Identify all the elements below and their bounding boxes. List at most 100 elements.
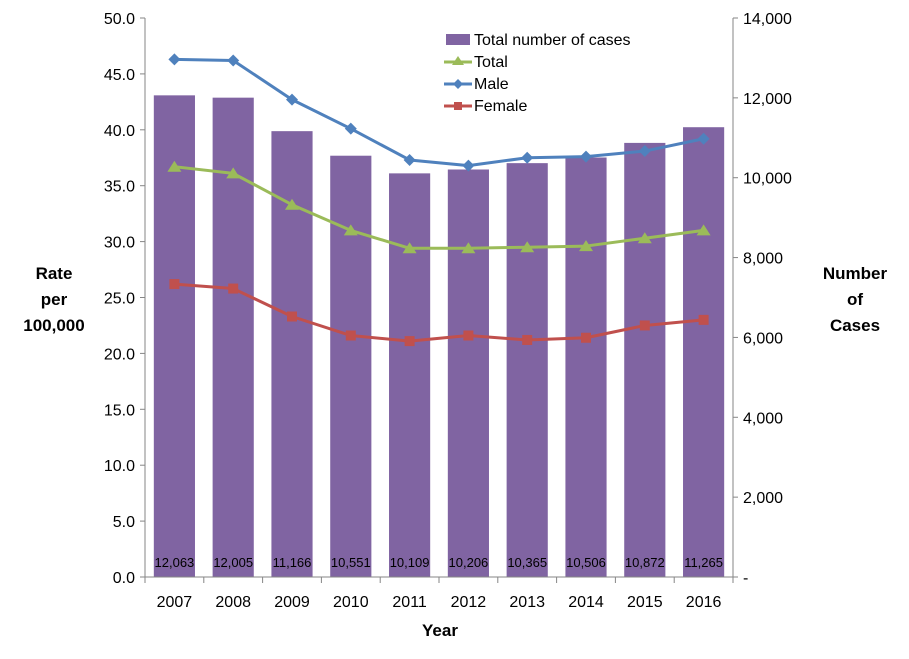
bar-data-label-2016: 11,265: [684, 555, 723, 570]
y-axis-right-title-line-2: of: [847, 290, 863, 309]
bar-data-label-2012: 10,206: [449, 555, 489, 570]
bar-2015: [624, 142, 666, 577]
marker-male-2014: [580, 150, 592, 163]
legend-triangle-icon: [452, 56, 464, 65]
x-tick-label-2009: 2009: [274, 594, 310, 611]
legend-diamond-icon: [453, 79, 463, 89]
bar-2011: [389, 173, 431, 578]
marker-female-2009: [287, 311, 297, 322]
bar-data-label-2014: 10,506: [566, 555, 606, 570]
bar-2016: [683, 127, 725, 577]
marker-total-2016: [696, 224, 711, 236]
line-male: [174, 57, 704, 168]
legend-item-total: Total: [444, 54, 508, 71]
marker-male-2016: [697, 132, 710, 145]
y-left-tick-label: 35.0: [104, 179, 135, 196]
marker-total-2011: [402, 242, 417, 254]
y-right-tick-label: 2,000: [743, 490, 783, 507]
x-axis-title: Year: [422, 621, 458, 640]
axes-layer: [140, 17, 738, 583]
marker-female-2013: [522, 334, 533, 345]
y-right-tick-label: 6,000: [743, 330, 783, 347]
y-right-tick-label: 12,000: [743, 91, 792, 108]
y-axis-left-title-line-3: 100,000: [23, 316, 84, 335]
bar-2014: [565, 157, 607, 577]
y-axis-right-title-line-1: Number: [823, 264, 888, 283]
x-tick-label-2015: 2015: [627, 594, 663, 611]
y-left-tick-label: 40.0: [104, 123, 135, 140]
marker-female-2011: [404, 336, 415, 347]
bar-data-label-2011: 10,109: [390, 555, 430, 570]
bar-2010: [330, 155, 372, 578]
marker-male-2013: [521, 151, 534, 164]
y-right-tick-label: -: [743, 570, 748, 587]
bar-data-label-2010: 10,551: [331, 555, 371, 570]
marker-total-2007: [167, 160, 182, 172]
bar-data-label-2013: 10,365: [507, 555, 547, 570]
legend: Total number of cases Total Male Female: [444, 32, 631, 115]
bar-data-label-2008: 12,005: [213, 555, 253, 570]
lines-layer: [167, 53, 711, 347]
bar-data-label-2007: 12,063: [155, 555, 195, 570]
y-axis-right-title-line-3: Cases: [830, 316, 880, 335]
x-tick-label-2016: 2016: [686, 594, 722, 611]
x-tick-label-2008: 2008: [215, 594, 251, 611]
x-tick-label-2011: 2011: [392, 594, 427, 611]
x-tick-label-2014: 2014: [568, 594, 604, 611]
y-left-tick-label: 50.0: [104, 11, 135, 28]
marker-total-2015: [637, 232, 652, 244]
legend-label-male: Male: [474, 76, 509, 93]
marker-female-2007: [169, 279, 180, 290]
labels-layer: 12,063 12,005 11,166 10,551 10,109 10,206 10,3…: [104, 11, 792, 611]
marker-female-2015: [639, 320, 650, 331]
marker-female-2014: [581, 332, 591, 343]
x-tick-label-2012: 2012: [451, 594, 487, 611]
legend-label-cases: Total number of cases: [474, 32, 631, 49]
x-tick-label-2013: 2013: [509, 594, 545, 611]
marker-total-2013: [520, 241, 535, 253]
y-left-tick-label: 20.0: [104, 346, 135, 363]
marker-male-2009: [286, 93, 298, 106]
y-left-tick-label: 45.0: [104, 67, 135, 84]
y-left-tick-label: 15.0: [104, 402, 135, 419]
legend-label-female: Female: [474, 98, 527, 115]
bar-2012: [447, 169, 489, 577]
x-tick-label-2007: 2007: [157, 594, 193, 611]
marker-total-2009: [285, 198, 299, 210]
marker-total-2010: [343, 224, 358, 236]
marker-total-2012: [461, 242, 476, 254]
x-tick-label-2010: 2010: [333, 594, 369, 611]
marker-total-2008: [226, 167, 241, 179]
marker-female-2010: [345, 330, 356, 341]
y-left-tick-label: 25.0: [104, 291, 135, 308]
bar-data-label-2009: 11,166: [273, 555, 312, 570]
marker-total-2014: [579, 240, 593, 252]
legend-item-cases: Total number of cases: [446, 32, 631, 49]
marker-female-2016: [698, 314, 709, 325]
marker-male-2015: [638, 145, 651, 158]
y-right-tick-label: 14,000: [743, 11, 792, 28]
marker-female-2012: [463, 330, 474, 341]
line-female: [174, 282, 704, 343]
marker-male-2012: [462, 159, 475, 172]
marker-male-2008: [227, 54, 240, 67]
y-left-tick-label: 5.0: [113, 514, 135, 531]
line-total: [174, 165, 704, 250]
bar-2013: [506, 163, 548, 577]
marker-male-2011: [403, 153, 416, 166]
legend-square-icon: [454, 102, 462, 110]
y-right-tick-label: 4,000: [743, 410, 783, 427]
y-left-tick-label: 10.0: [104, 458, 135, 475]
y-right-tick-label: 8,000: [743, 251, 783, 268]
legend-label-total: Total: [474, 54, 508, 71]
y-left-tick-label: 30.0: [104, 235, 135, 252]
y-right-tick-label: 10,000: [743, 171, 792, 188]
y-axis-left-title-line-1: Rate: [36, 264, 73, 283]
marker-male-2010: [344, 122, 357, 135]
bar-2007: [153, 95, 195, 577]
marker-female-2008: [228, 283, 239, 294]
legend-item-female: Female: [444, 98, 527, 115]
bars-layer: [153, 95, 725, 578]
y-axis-left-title-line-2: per: [41, 290, 68, 309]
